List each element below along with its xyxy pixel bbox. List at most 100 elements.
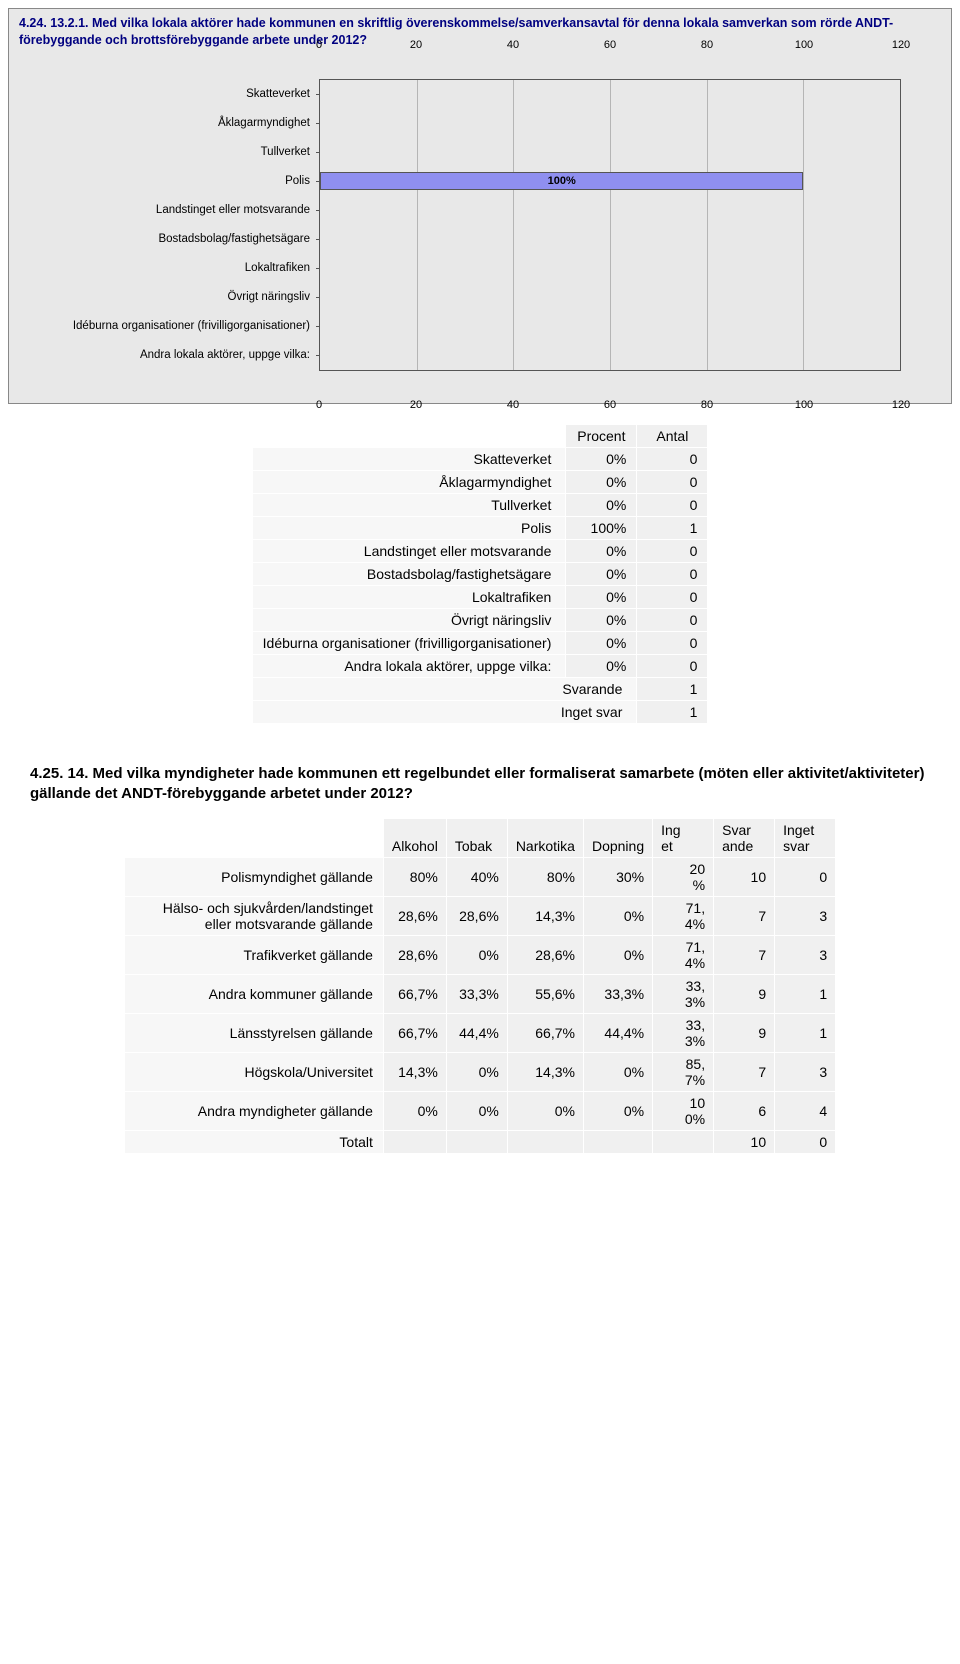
cell: 33,3% bbox=[653, 975, 713, 1013]
table-row: Övrigt näringsliv0%0 bbox=[253, 609, 708, 631]
cell: 0% bbox=[584, 1053, 652, 1091]
table-header: Antal bbox=[637, 425, 707, 447]
cell: 28,6% bbox=[447, 897, 507, 935]
cell: 66,7% bbox=[384, 975, 446, 1013]
x-tick-label: 120 bbox=[892, 39, 910, 51]
x-tick-label: 100 bbox=[795, 399, 813, 411]
cell: 14,3% bbox=[508, 1053, 583, 1091]
gridline bbox=[803, 80, 804, 370]
cell: 71,4% bbox=[653, 936, 713, 974]
x-axis-top: 020406080100120 bbox=[319, 57, 901, 79]
cell: 10 bbox=[714, 858, 774, 896]
cell: 33,3% bbox=[584, 975, 652, 1013]
cell: 3 bbox=[775, 897, 835, 935]
x-tick-label: 60 bbox=[604, 39, 616, 51]
cell-antal: 1 bbox=[637, 517, 707, 539]
footer-cell bbox=[384, 1131, 446, 1153]
table-row: Polis100%1 bbox=[253, 517, 708, 539]
cell: 80% bbox=[508, 858, 583, 896]
summary-table: ProcentAntalSkatteverket0%0Åklagarmyndig… bbox=[252, 424, 709, 724]
gridline bbox=[513, 80, 514, 370]
cell-antal: 0 bbox=[637, 471, 707, 493]
cell: 6 bbox=[714, 1092, 774, 1130]
y-category-label: Landstinget eller motsvarande bbox=[156, 204, 320, 216]
row-label: Lokaltrafiken bbox=[253, 586, 566, 608]
cell: 85,7% bbox=[653, 1053, 713, 1091]
table-row: Tullverket0%0 bbox=[253, 494, 708, 516]
bar-value-label: 100% bbox=[548, 175, 576, 187]
crosstab-header: Alkohol bbox=[384, 819, 446, 857]
cell: 20% bbox=[653, 858, 713, 896]
y-category-label: Tullverket bbox=[261, 146, 320, 158]
x-tick-label: 120 bbox=[892, 399, 910, 411]
cell: 28,6% bbox=[508, 936, 583, 974]
table-footer-row: Inget svar1 bbox=[253, 701, 708, 723]
table-footer-row: Svarande1 bbox=[253, 678, 708, 700]
table-row: Bostadsbolag/fastighetsägare0%0 bbox=[253, 563, 708, 585]
gridline bbox=[417, 80, 418, 370]
cell-procent: 0% bbox=[566, 609, 636, 631]
y-category-label: Skatteverket bbox=[246, 88, 320, 100]
footer-cell: 10 bbox=[714, 1131, 774, 1153]
crosstab-header: Inget bbox=[653, 819, 713, 857]
cell-procent: 0% bbox=[566, 540, 636, 562]
footer-cell bbox=[653, 1131, 713, 1153]
table-row: Andra lokala aktörer, uppge vilka:0%0 bbox=[253, 655, 708, 677]
row-label: Skatteverket bbox=[253, 448, 566, 470]
cell: 44,4% bbox=[584, 1014, 652, 1052]
row-label: Andra myndigheter gällande bbox=[125, 1092, 383, 1130]
row-label: Trafikverket gällande bbox=[125, 936, 383, 974]
y-category-label: Lokaltrafiken bbox=[245, 262, 320, 274]
footer-value: 1 bbox=[637, 678, 707, 700]
cell: 1 bbox=[775, 975, 835, 1013]
table-row: Andra kommuner gällande66,7%33,3%55,6%33… bbox=[125, 975, 835, 1013]
x-axis-bottom: 020406080100120 bbox=[319, 371, 901, 393]
chart-plot-wrap: 020406080100120 SkatteverketÅklagarmyndi… bbox=[319, 57, 901, 393]
cell: 4 bbox=[775, 1092, 835, 1130]
cell: 0% bbox=[384, 1092, 446, 1130]
cell: 0% bbox=[584, 1092, 652, 1130]
footer-cell: 0 bbox=[775, 1131, 835, 1153]
cell: 0% bbox=[447, 1092, 507, 1130]
table-row: Idéburna organisationer (frivilligorgani… bbox=[253, 632, 708, 654]
row-label: Andra kommuner gällande bbox=[125, 975, 383, 1013]
cell: 44,4% bbox=[447, 1014, 507, 1052]
question-heading: 4.25. 14. Med vilka myndigheter hade kom… bbox=[30, 764, 930, 805]
footer-label: Totalt bbox=[125, 1131, 383, 1153]
table-row: Trafikverket gällande28,6%0%28,6%0%71,4%… bbox=[125, 936, 835, 974]
footer-label: Svarande bbox=[253, 678, 637, 700]
table-row: Polismyndighet gällande80%40%80%30%20%10… bbox=[125, 858, 835, 896]
plot-frame: SkatteverketÅklagarmyndighetTullverketPo… bbox=[319, 79, 901, 371]
cell: 55,6% bbox=[508, 975, 583, 1013]
x-tick-label: 60 bbox=[604, 399, 616, 411]
table-footer-row: Totalt 100 bbox=[125, 1131, 835, 1153]
row-label: Länsstyrelsen gällande bbox=[125, 1014, 383, 1052]
crosstab-header: Tobak bbox=[447, 819, 507, 857]
cell: 28,6% bbox=[384, 897, 446, 935]
crosstab-table: AlkoholTobakNarkotikaDopningIngetSvarand… bbox=[124, 818, 836, 1154]
x-tick-label: 20 bbox=[410, 39, 422, 51]
row-label: Andra lokala aktörer, uppge vilka: bbox=[253, 655, 566, 677]
cell: 3 bbox=[775, 1053, 835, 1091]
table-row: Landstinget eller motsvarande0%0 bbox=[253, 540, 708, 562]
row-label: Bostadsbolag/fastighetsägare bbox=[253, 563, 566, 585]
y-category-label: Åklagarmyndighet bbox=[218, 117, 320, 129]
row-label: Polismyndighet gällande bbox=[125, 858, 383, 896]
cell-antal: 0 bbox=[637, 540, 707, 562]
cell: 0% bbox=[447, 936, 507, 974]
cell: 14,3% bbox=[508, 897, 583, 935]
table-header: Procent bbox=[566, 425, 636, 447]
y-category-label: Övrigt näringsliv bbox=[228, 291, 320, 303]
cell: 0% bbox=[584, 936, 652, 974]
cell-antal: 0 bbox=[637, 563, 707, 585]
table-row: Högskola/Universitet14,3%0%14,3%0%85,7%7… bbox=[125, 1053, 835, 1091]
footer-value: 1 bbox=[637, 701, 707, 723]
cell: 0% bbox=[508, 1092, 583, 1130]
footer-cell bbox=[584, 1131, 652, 1153]
cell: 0% bbox=[584, 897, 652, 935]
x-tick-label: 0 bbox=[316, 39, 322, 51]
footer-cell bbox=[447, 1131, 507, 1153]
cell: 7 bbox=[714, 897, 774, 935]
row-label: Idéburna organisationer (frivilligorgani… bbox=[253, 632, 566, 654]
cell: 33,3% bbox=[653, 1014, 713, 1052]
